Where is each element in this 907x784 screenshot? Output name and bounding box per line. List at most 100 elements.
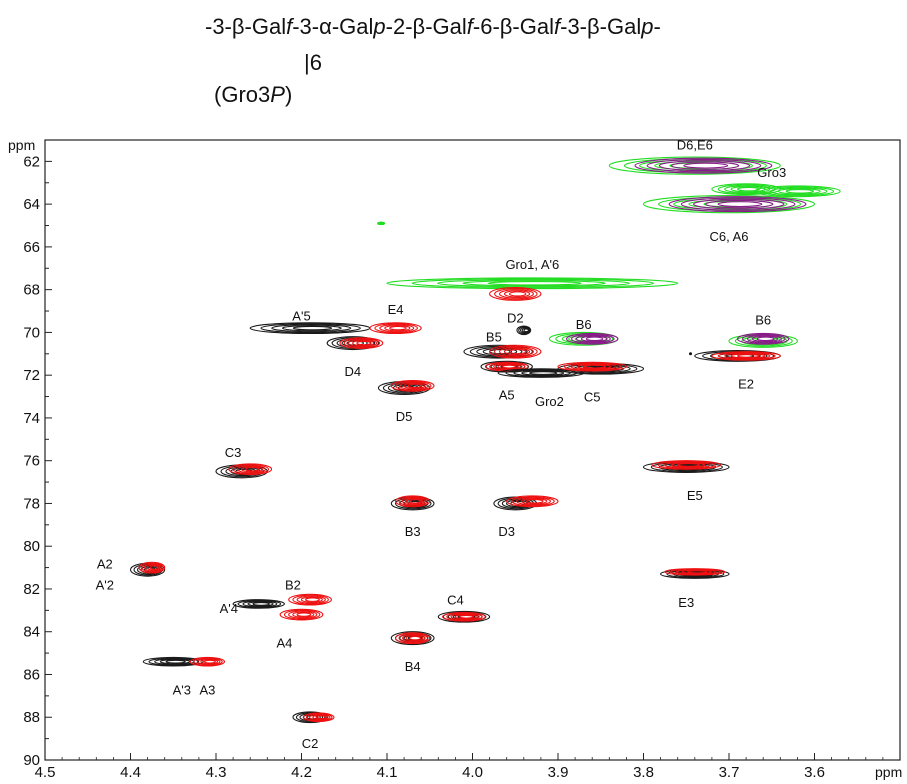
contour-ring [347, 339, 378, 348]
contour-ring [608, 156, 781, 175]
x-tick-label: 4.5 [35, 764, 56, 781]
contour-ring [390, 631, 435, 646]
x-tick-label: 4.4 [120, 764, 141, 781]
y-tick-label: 84 [23, 624, 40, 641]
peak-label: D3 [498, 524, 515, 539]
y-tick-label: 90 [23, 752, 40, 769]
contour-ring [717, 201, 763, 208]
contour-ring [634, 157, 773, 174]
peak-label: C4 [447, 593, 464, 608]
peak-label: B5 [486, 330, 502, 345]
contour-ring [651, 460, 721, 470]
contour-ring [646, 158, 762, 173]
y-tick-label: 64 [23, 196, 40, 213]
contour-ring [576, 363, 612, 370]
contour-ring [498, 289, 534, 299]
contour-ring [296, 595, 326, 604]
contour-ring [506, 495, 559, 508]
contour-ring [196, 658, 221, 666]
chart-title: -3-β-Galf-3-α-Galp-2-β-Galf-6-β-Galf-3-β… [205, 14, 661, 39]
contour-ring [516, 325, 532, 336]
contour-ring [437, 610, 491, 623]
noise-dot [689, 352, 693, 356]
contour-ring [529, 371, 558, 375]
contour-ring [751, 335, 779, 342]
contour-ring [288, 593, 332, 606]
peak-green [386, 277, 679, 290]
peak-black [516, 325, 532, 336]
peak-label: C5 [584, 390, 601, 405]
contour-ring [516, 497, 552, 506]
contour-ring [279, 608, 324, 621]
contour-ring [352, 339, 375, 347]
contour-ring [403, 382, 426, 390]
contour-ring [557, 361, 627, 372]
contour-ring [193, 657, 223, 666]
peak-red [138, 561, 166, 574]
peak-label: B3 [405, 524, 421, 539]
contour-ring [292, 611, 315, 618]
peak-label: E5 [687, 488, 703, 503]
contour-ring [411, 278, 655, 289]
contour-ring [309, 713, 331, 721]
contour-ring [292, 711, 328, 724]
contour-ring [683, 162, 729, 169]
y-axis-unit: ppm [8, 137, 35, 153]
contour-ring [736, 332, 790, 345]
contour-ring [141, 562, 164, 573]
contour-ring [252, 602, 270, 606]
contour-ring [437, 279, 631, 288]
y-tick-label: 80 [23, 538, 40, 555]
peak-red [651, 460, 721, 470]
contour-ring [494, 345, 538, 358]
contour-ring [737, 354, 760, 358]
contour-ring [247, 601, 274, 607]
peak-red [279, 608, 324, 621]
peak-red [557, 361, 627, 372]
peak-label: A2 [97, 556, 113, 571]
peak-label: C6, A6 [709, 229, 748, 244]
contour-ring [687, 570, 708, 574]
contour-ring [508, 349, 527, 355]
contour-ring [409, 499, 422, 504]
y-tick-label: 72 [23, 367, 40, 384]
contour-ring [240, 466, 264, 473]
peak-label: E2 [738, 377, 754, 392]
peak-label: C2 [302, 736, 319, 751]
y-tick-label: 86 [23, 666, 40, 683]
contour-ring [236, 465, 267, 474]
contour-ring [295, 712, 326, 723]
contour-ring [585, 336, 604, 342]
contour-ring [281, 324, 342, 332]
contour-ring [458, 614, 474, 619]
contour-ring [389, 325, 407, 331]
contour-ring [245, 466, 260, 472]
peak-red [228, 463, 273, 476]
peak-label: B2 [285, 578, 301, 593]
peak-label: A'5 [292, 308, 310, 323]
x-tick-label: 4.2 [291, 764, 312, 781]
contour-ring [260, 323, 361, 334]
contour-ring [142, 656, 204, 667]
y-tick-label: 78 [23, 495, 40, 512]
contour-ring [369, 322, 422, 335]
peak-label: E4 [388, 302, 404, 317]
contour-ring [384, 324, 411, 332]
contour-ring [705, 199, 774, 209]
contour-ring [407, 383, 423, 389]
contour-ring [148, 657, 200, 666]
contour-ring [315, 715, 327, 720]
contour-ring [498, 346, 534, 357]
contour-ring [497, 363, 520, 370]
contour-ring [394, 495, 431, 508]
contour-ring [664, 461, 711, 469]
contour-ring [785, 189, 815, 194]
peak-label: A4 [276, 635, 292, 650]
contour-ring [228, 463, 273, 476]
contour-ring [523, 328, 529, 333]
peak-red [339, 337, 384, 349]
peak-red [394, 495, 431, 508]
peak-label: E3 [678, 595, 694, 610]
contour-ring [575, 334, 611, 343]
